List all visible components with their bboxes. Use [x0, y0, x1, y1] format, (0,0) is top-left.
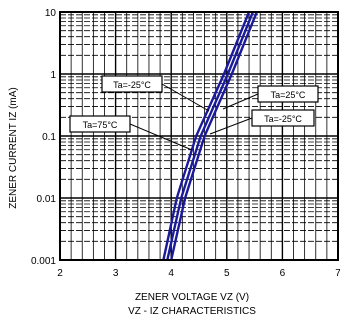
annotation-left-upper-text: Ta=-25°C: [113, 80, 151, 90]
annotation-right-lower: Ta=-25°C: [209, 109, 315, 135]
curve-series-1: [166, 11, 255, 261]
x-tick-labels: 2 3 4 5 6 7: [57, 268, 340, 279]
x-tick-label: 5: [224, 268, 230, 279]
x-tick-label: 2: [57, 268, 63, 279]
curve-series-2: [170, 11, 258, 261]
annotation-arrow: [161, 83, 210, 112]
y-tick-label: 10: [45, 8, 57, 19]
x-tick-label: 3: [113, 268, 119, 279]
annotation-arrow: [129, 123, 193, 151]
y-tick-label: 1: [50, 70, 56, 81]
curves: [162, 11, 258, 261]
y-tick-label: 0.1: [42, 132, 56, 143]
y-tick-labels: 10 1 0.1 0.01 0.001: [31, 8, 56, 267]
x-axis-label: ZENER VOLTAGE VZ (V): [135, 292, 249, 303]
annotation-right-upper: Ta=25°C: [222, 85, 319, 110]
y-tick-label: 0.001: [31, 256, 56, 267]
y-tick-label: 0.01: [37, 194, 57, 205]
x-tick-label: 7: [335, 268, 340, 279]
annotation-arrow: [209, 117, 253, 135]
x-tick-label: 4: [168, 268, 174, 279]
curve-series-0: [162, 11, 251, 261]
x-tick-label: 6: [280, 268, 286, 279]
annotation-left-upper: Ta=-25°C: [101, 75, 210, 112]
annotation-arrow: [222, 93, 259, 110]
plot-frame: [59, 11, 339, 261]
annotation-right-upper-text: Ta=25°C: [271, 90, 306, 100]
annotation-right-lower-text: Ta=-25°C: [264, 114, 302, 124]
annotation-left-lower-text: Ta=75°C: [83, 120, 118, 130]
annotation-left-lower: Ta=75°C: [69, 115, 193, 151]
chart-subtitle: VZ - IZ CHARACTERISTICS: [128, 306, 256, 317]
y-axis-label: ZENER CURRENT IZ (mA): [8, 87, 19, 208]
grid-lines: [59, 12, 339, 261]
